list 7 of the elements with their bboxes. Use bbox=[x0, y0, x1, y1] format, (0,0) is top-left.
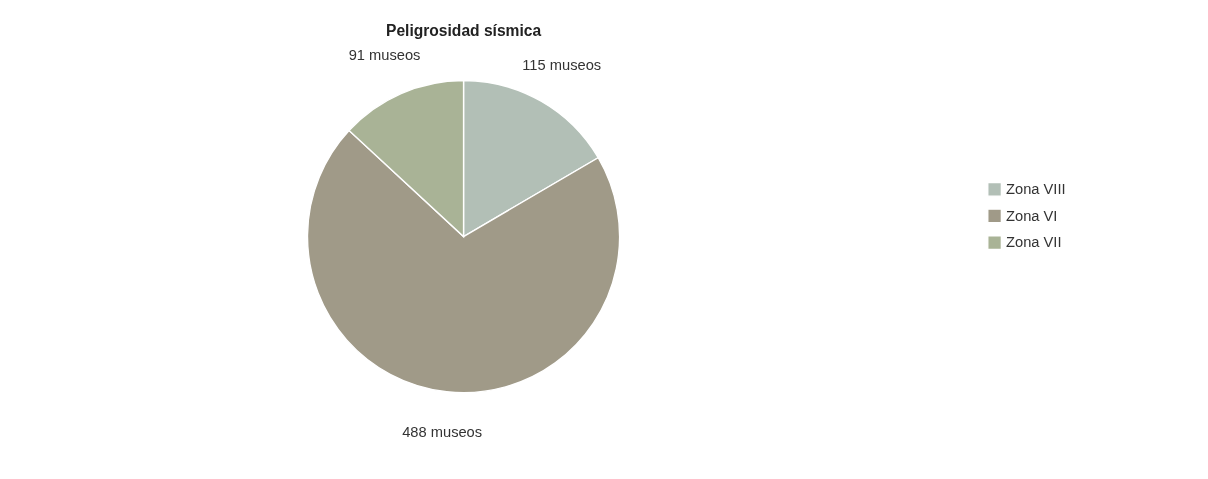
chart-title: Peligrosidad sísmica bbox=[385, 22, 542, 40]
legend-label: Zona VIII bbox=[1006, 180, 1066, 197]
legend-label: Zona VI bbox=[1006, 207, 1058, 224]
legend-label: Zona VII bbox=[1006, 234, 1062, 251]
data-label: 488 museos bbox=[402, 424, 483, 441]
data-label: 91 museos bbox=[348, 47, 421, 64]
data-label: 115 museos bbox=[522, 56, 602, 73]
